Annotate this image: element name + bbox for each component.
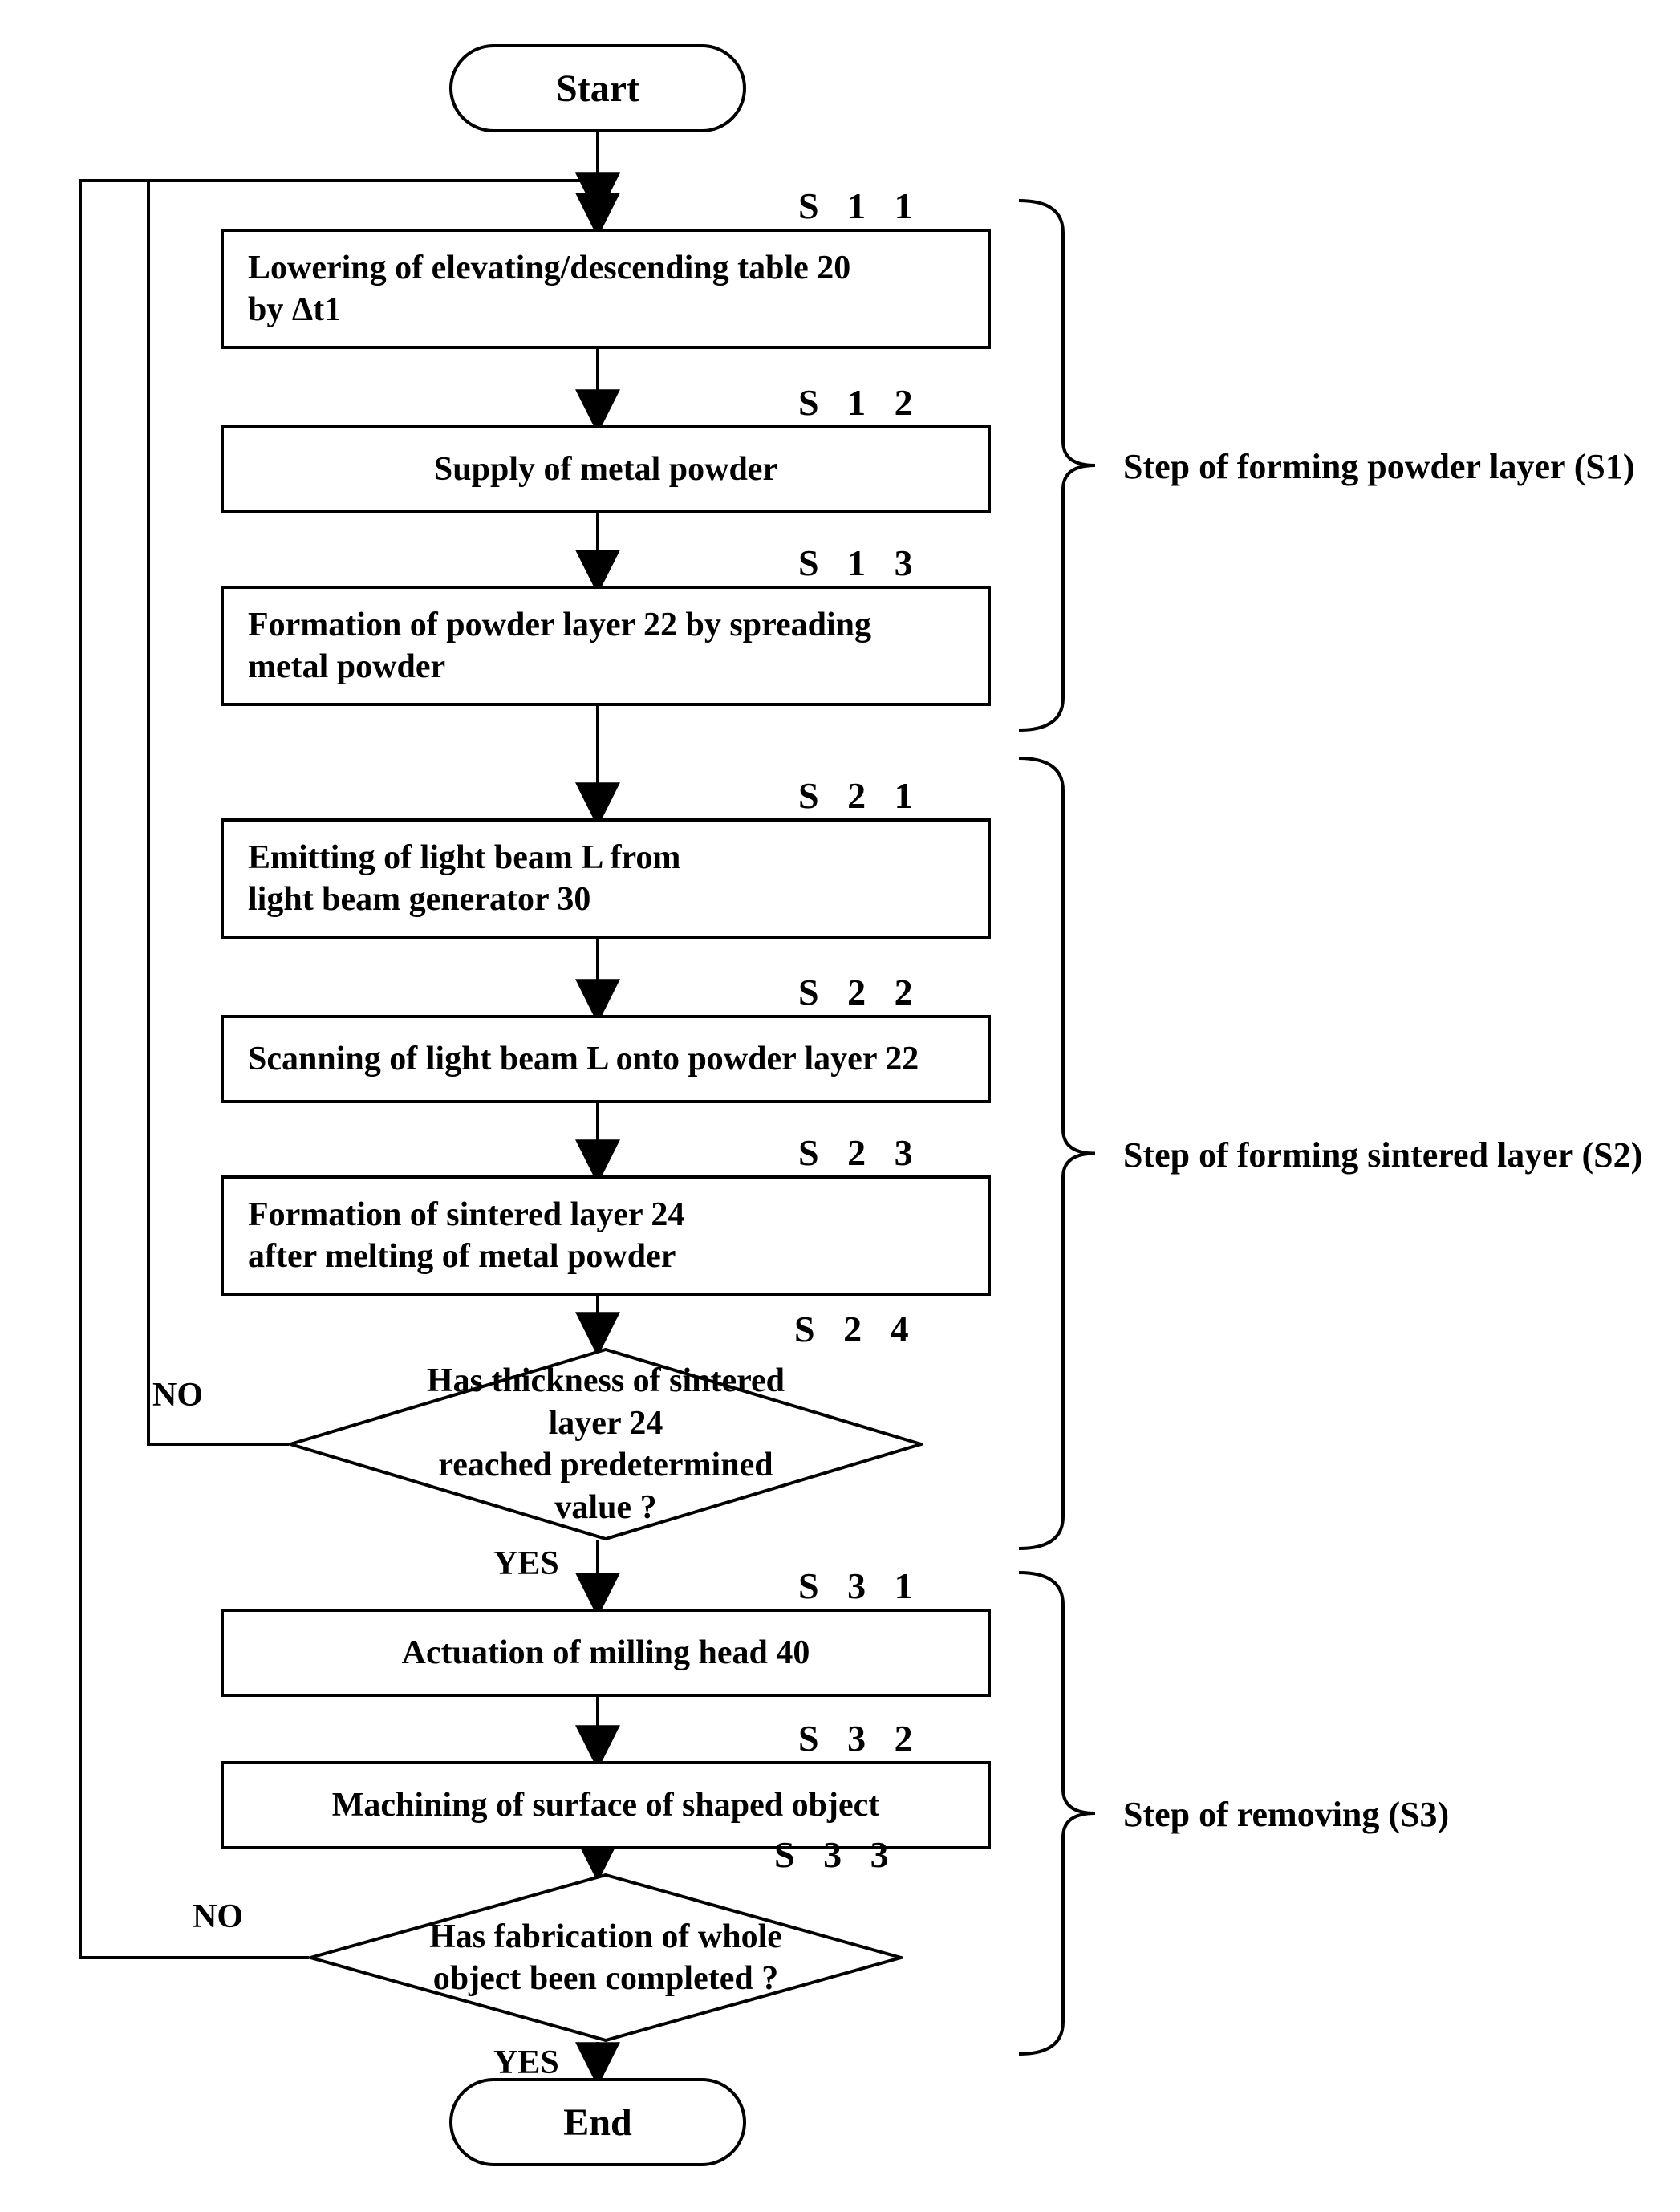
- process-s13: Formation of powder layer 22 by spreadin…: [221, 586, 991, 706]
- terminal-end: End: [449, 2078, 746, 2166]
- step-code-s21: S 2 1: [798, 774, 923, 817]
- process-s13-text: Formation of powder layer 22 by spreadin…: [248, 604, 871, 688]
- terminal-start-text: Start: [556, 67, 639, 111]
- process-s22-text: Scanning of light beam L onto powder lay…: [248, 1038, 919, 1081]
- terminal-end-text: End: [563, 2100, 631, 2145]
- process-s22: Scanning of light beam L onto powder lay…: [221, 1015, 991, 1103]
- step-code-s12: S 1 2: [798, 381, 923, 424]
- process-s31: Actuation of milling head 40: [221, 1609, 991, 1697]
- terminal-start: Start: [449, 44, 746, 132]
- edge-label-s24-no: NO: [152, 1376, 203, 1414]
- process-s32-text: Machining of surface of shaped object: [332, 1784, 879, 1827]
- process-s23-text: Formation of sintered layer 24after melt…: [248, 1194, 684, 1278]
- process-s11: Lowering of elevating/descending table 2…: [221, 229, 991, 349]
- step-code-s23: S 2 3: [798, 1131, 923, 1174]
- edge-label-s24-yes: YES: [493, 1544, 559, 1583]
- group-label-s2: Step of forming sintered layer (S2): [1123, 1134, 1642, 1175]
- group-label-s1: Step of forming powder layer (S1): [1123, 446, 1635, 487]
- edge-label-s33-no: NO: [193, 1897, 243, 1936]
- group-label-s3: Step of removing (S3): [1123, 1794, 1449, 1835]
- process-s21-text: Emitting of light beam L fromlight beam …: [248, 837, 680, 921]
- decision-s24: Has thickness of sintered layer 24reache…: [289, 1348, 923, 1540]
- flowchart-canvas: Start End Lowering of elevating/descendi…: [0, 0, 1680, 2212]
- step-code-s32: S 3 2: [798, 1717, 923, 1759]
- step-code-s33: S 3 3: [774, 1833, 899, 1876]
- process-s31-text: Actuation of milling head 40: [402, 1632, 810, 1674]
- edge-label-s33-yes: YES: [493, 2044, 559, 2082]
- step-code-s11: S 1 1: [798, 185, 923, 227]
- decision-s24-text: Has thickness of sintered layer 24reache…: [289, 1348, 923, 1540]
- step-code-s24: S 2 4: [794, 1308, 919, 1350]
- process-s12: Supply of metal powder: [221, 425, 991, 513]
- decision-s33-text: Has fabrication of wholeobject been comp…: [309, 1873, 903, 2042]
- process-s12-text: Supply of metal powder: [434, 448, 777, 491]
- process-s23: Formation of sintered layer 24after melt…: [221, 1175, 991, 1296]
- step-code-s13: S 1 3: [798, 542, 923, 584]
- step-code-s22: S 2 2: [798, 971, 923, 1013]
- step-code-s31: S 3 1: [798, 1565, 923, 1607]
- process-s21: Emitting of light beam L fromlight beam …: [221, 818, 991, 939]
- process-s11-text: Lowering of elevating/descending table 2…: [248, 247, 850, 331]
- decision-s33: Has fabrication of wholeobject been comp…: [309, 1873, 903, 2042]
